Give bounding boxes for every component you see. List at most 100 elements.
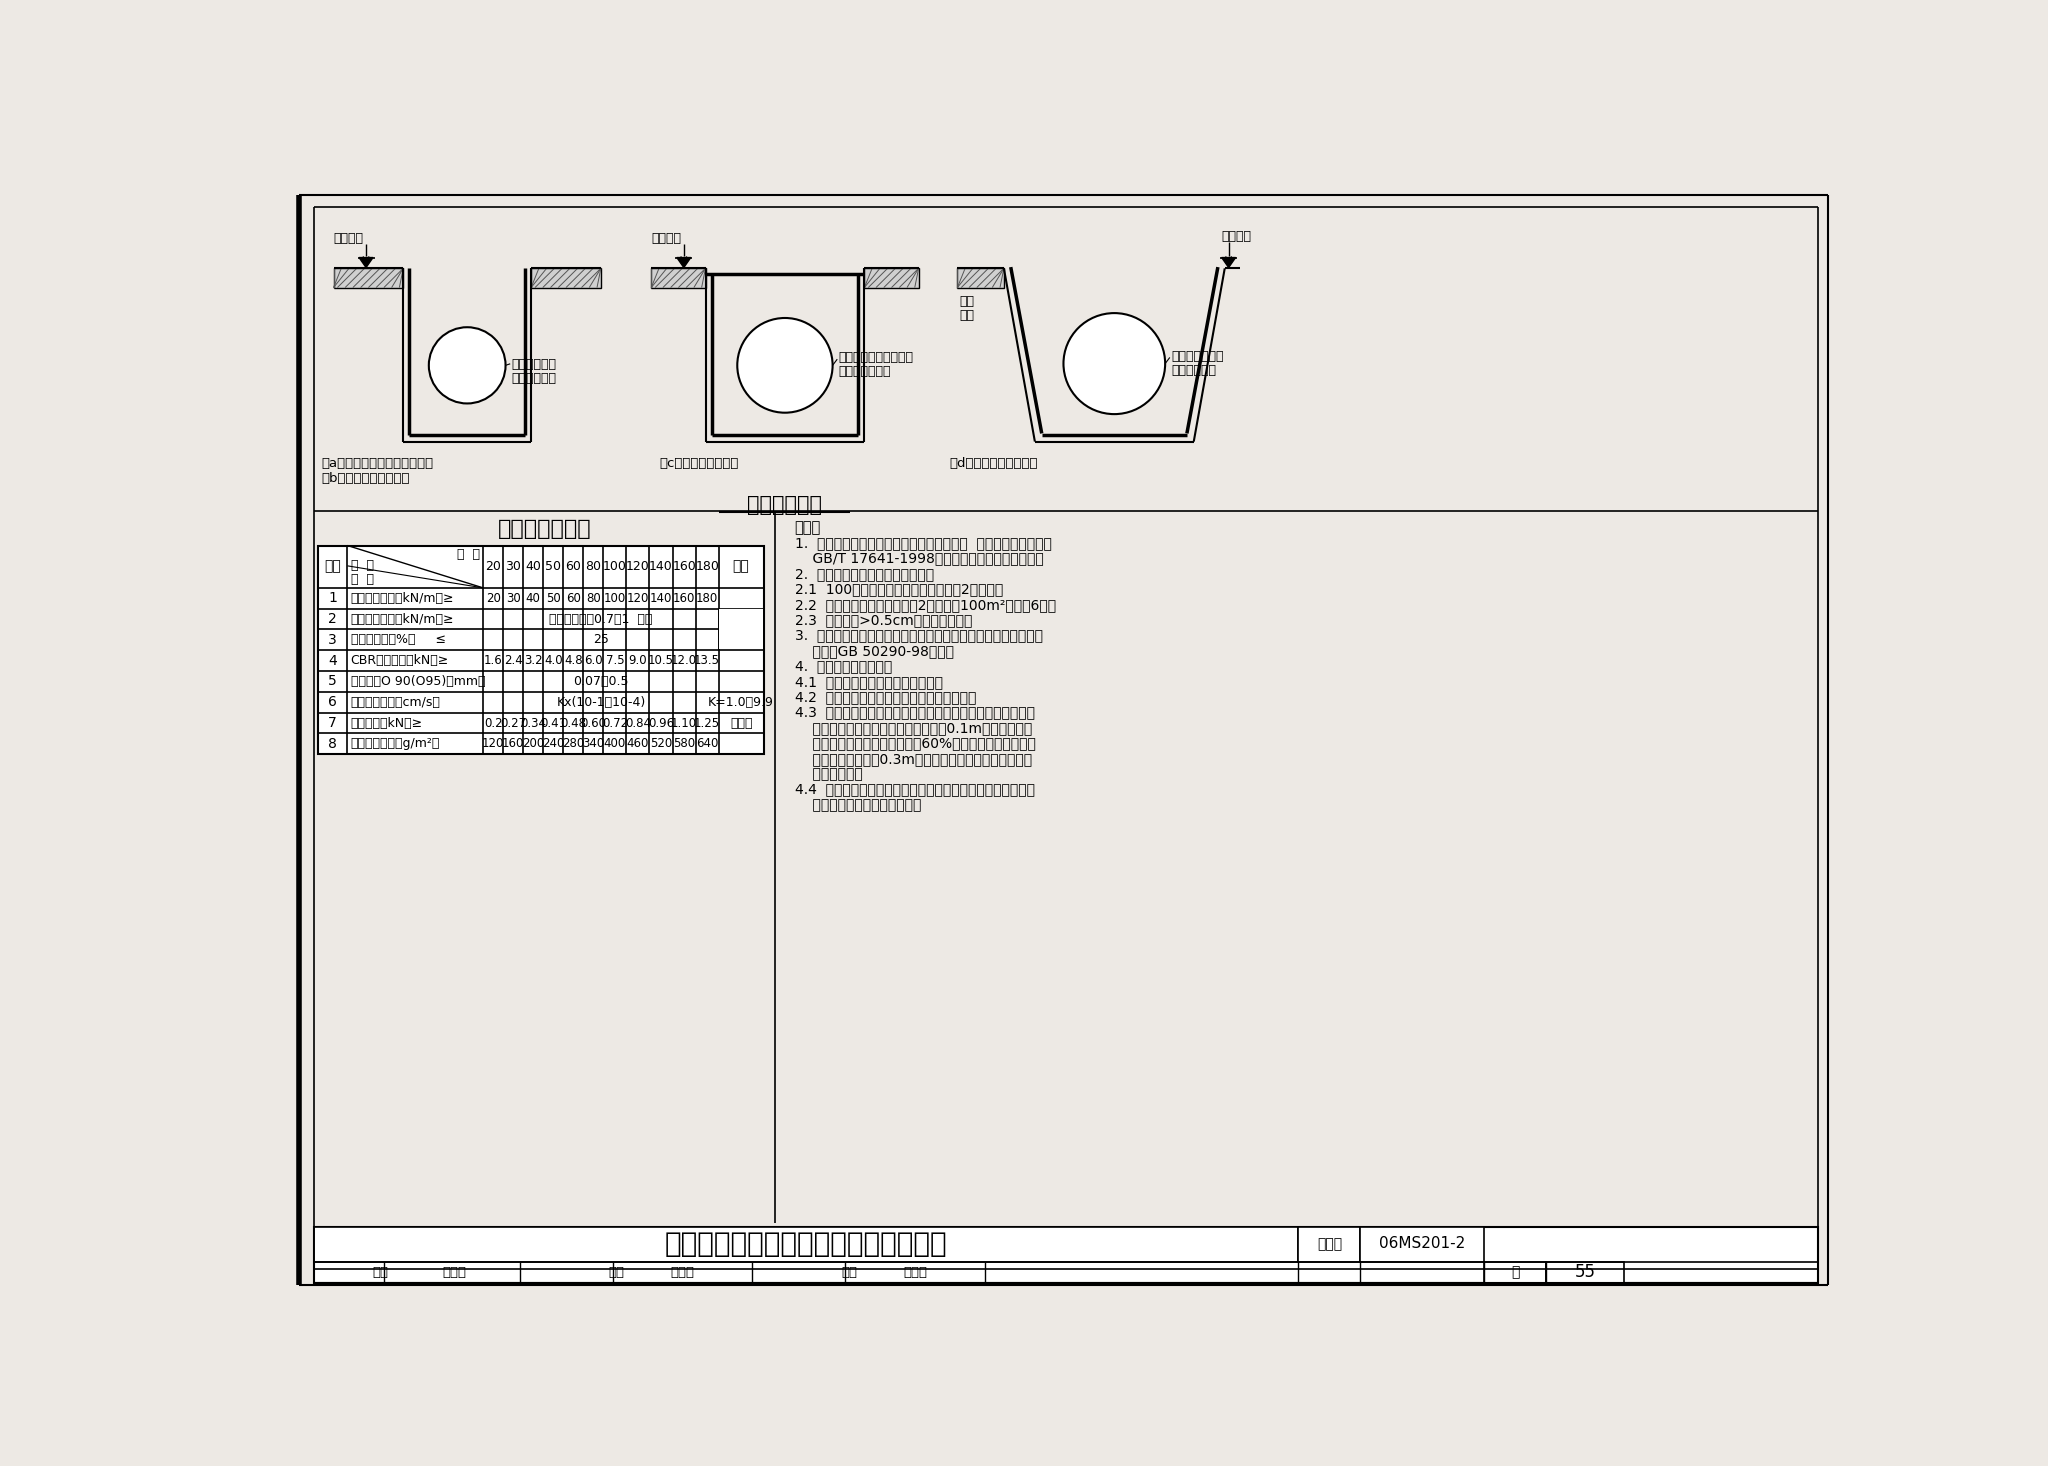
Text: 520: 520: [649, 737, 672, 751]
Bar: [313, 1227, 1819, 1283]
Text: 经纬向: 经纬向: [729, 623, 752, 636]
Text: 以防土工布被碎石棱角刺破。: 以防土工布被碎石棱角刺破。: [795, 798, 922, 812]
Text: 340: 340: [582, 737, 604, 751]
Bar: [1546, 1262, 1624, 1283]
Text: （b）地基不均匀的管段: （b）地基不均匀的管段: [322, 472, 410, 485]
Text: 30: 30: [506, 592, 520, 605]
Text: 按经向强力的0.7～1  选用: 按经向强力的0.7～1 选用: [549, 613, 653, 626]
Text: 马中鹏: 马中鹏: [442, 1267, 467, 1278]
Text: 160: 160: [674, 592, 694, 605]
Text: 粘土: 粘土: [958, 309, 975, 323]
Text: 6: 6: [328, 695, 338, 710]
Text: 1.6: 1.6: [483, 654, 502, 667]
Text: 60: 60: [565, 592, 582, 605]
Bar: [1298, 1227, 1360, 1262]
Text: （a）软土地基、地下水位高时: （a）软土地基、地下水位高时: [322, 457, 434, 471]
Text: 400: 400: [604, 737, 627, 751]
Text: 纵横向: 纵横向: [729, 717, 752, 730]
Text: 沟槽横断面图: 沟槽横断面图: [748, 496, 821, 516]
Text: 页: 页: [1511, 1265, 1520, 1280]
Circle shape: [1063, 314, 1165, 413]
Text: 纬向断裂强力（kN/m）≥: 纬向断裂强力（kN/m）≥: [350, 613, 455, 626]
Text: 60: 60: [565, 560, 582, 573]
Text: Kx(10-1～10-4): Kx(10-1～10-4): [557, 696, 645, 708]
Text: 3.2: 3.2: [524, 654, 543, 667]
Text: 120: 120: [627, 592, 649, 605]
Text: 3.  土工布的规格根据管道埋设条件可按《土工合成材料应用技术: 3. 土工布的规格根据管道埋设条件可按《土工合成材料应用技术: [795, 629, 1042, 642]
Text: 设计: 设计: [842, 1267, 858, 1278]
Text: 沿管顶及沟槽两侧纵、: 沿管顶及沟槽两侧纵、: [840, 352, 913, 365]
Text: 580: 580: [674, 737, 694, 751]
Text: 4.0: 4.0: [545, 654, 563, 667]
Text: 校对: 校对: [608, 1267, 625, 1278]
Text: 卸膜: 卸膜: [958, 295, 975, 308]
Text: 地下水位: 地下水位: [1221, 230, 1251, 243]
Polygon shape: [358, 258, 373, 268]
Text: 横向土工布加固: 横向土工布加固: [840, 365, 891, 378]
Text: 0.34: 0.34: [520, 717, 547, 730]
Text: 460: 460: [627, 737, 649, 751]
Text: 备注: 备注: [733, 560, 750, 573]
Text: 等效孔径O 90(O95)（mm）: 等效孔径O 90(O95)（mm）: [350, 674, 485, 688]
Text: 规  格: 规 格: [457, 548, 479, 561]
Text: 撕破强力（kN）≥: 撕破强力（kN）≥: [350, 717, 422, 730]
Text: 应明康: 应明康: [670, 1267, 694, 1278]
Text: 140: 140: [649, 592, 672, 605]
Text: 40: 40: [526, 592, 541, 605]
Text: 图集号: 图集号: [1317, 1237, 1341, 1250]
Text: 向土工布加固: 向土工布加固: [512, 371, 557, 384]
Text: 地下水位: 地下水位: [651, 232, 682, 245]
Text: 审核: 审核: [373, 1267, 389, 1278]
Text: 2.3  不允许有>0.5cm的破损和破洞。: 2.3 不允许有>0.5cm的破损和破洞。: [795, 613, 973, 627]
Text: 强度应达到土工布抗拉强度的60%以上；采用搭接式时，: 强度应达到土工布抗拉强度的60%以上；采用搭接式时，: [795, 736, 1036, 751]
Text: 地下水位: 地下水位: [334, 232, 362, 245]
Text: 80: 80: [586, 560, 602, 573]
Bar: [1360, 1227, 1485, 1262]
Text: CBR顶破强力（kN）≥: CBR顶破强力（kN）≥: [350, 654, 449, 667]
Text: 20: 20: [485, 592, 500, 605]
Text: 120: 120: [481, 737, 504, 751]
Text: （d）地下水流动区段内: （d）地下水流动区段内: [950, 457, 1038, 471]
Text: 50: 50: [547, 592, 561, 605]
Text: 1.  土工布的技术要求适用于《土工合成材料  裂膜丝机织土工布》: 1. 土工布的技术要求适用于《土工合成材料 裂膜丝机织土工布》: [795, 537, 1051, 550]
Text: （c）高地下水位管段: （c）高地下水位管段: [659, 457, 739, 471]
Text: 4.8: 4.8: [563, 654, 582, 667]
Text: 4.3  土工布的连结可采用缝合法或搭接法。对槽底土有可能发: 4.3 土工布的连结可采用缝合法或搭接法。对槽底土有可能发: [795, 705, 1034, 720]
Text: GB/T 17641-1998，其他类似产品可参照采用。: GB/T 17641-1998，其他类似产品可参照采用。: [795, 551, 1042, 566]
Bar: [864, 268, 920, 287]
Bar: [651, 268, 705, 287]
Text: 1: 1: [328, 591, 338, 605]
Text: 100: 100: [602, 560, 627, 573]
Text: 1.25: 1.25: [694, 717, 721, 730]
Text: 0.84: 0.84: [625, 717, 651, 730]
Text: K=1.0～9.9: K=1.0～9.9: [709, 696, 774, 708]
Text: 2: 2: [328, 613, 338, 626]
Text: 2.4: 2.4: [504, 654, 522, 667]
Text: 8: 8: [328, 737, 338, 751]
Text: 坡土工布加固: 坡土工布加固: [1171, 364, 1217, 377]
Text: 赵自明: 赵自明: [903, 1267, 928, 1278]
Polygon shape: [676, 258, 690, 268]
Text: 100: 100: [604, 592, 627, 605]
Text: 2.1  100内，经、纬密度偏差不允许少2根以上；: 2.1 100内，经、纬密度偏差不允许少2根以上；: [795, 582, 1004, 597]
Polygon shape: [1223, 258, 1235, 268]
Text: 10.5: 10.5: [647, 654, 674, 667]
Text: 经向断裂强力（kN/m）≥: 经向断裂强力（kN/m）≥: [350, 592, 455, 605]
Circle shape: [737, 318, 834, 413]
Text: 沿沟槽纵、横: 沿沟槽纵、横: [512, 358, 557, 371]
Text: 0.2: 0.2: [483, 717, 502, 730]
Text: 应适当增大。: 应适当增大。: [795, 767, 862, 781]
Text: 7.5: 7.5: [606, 654, 625, 667]
Text: 40: 40: [524, 560, 541, 573]
Text: 序号: 序号: [324, 560, 342, 573]
Text: 240: 240: [543, 737, 565, 751]
Bar: [530, 268, 600, 287]
Text: 单位面积质量（g/m²）: 单位面积质量（g/m²）: [350, 737, 440, 751]
Text: 生位移外应缝接，缝合宽度不应小于0.1m，结合处抗拉: 生位移外应缝接，缝合宽度不应小于0.1m，结合处抗拉: [795, 721, 1032, 734]
Text: 160: 160: [502, 737, 524, 751]
Text: 土工布技术要求: 土工布技术要求: [498, 519, 592, 538]
Text: 9.0: 9.0: [629, 654, 647, 667]
Text: 4: 4: [328, 654, 338, 667]
Text: 13.5: 13.5: [694, 654, 721, 667]
Text: 埋地塑料排水管道土工布加固技术要求: 埋地塑料排水管道土工布加固技术要求: [666, 1230, 948, 1258]
